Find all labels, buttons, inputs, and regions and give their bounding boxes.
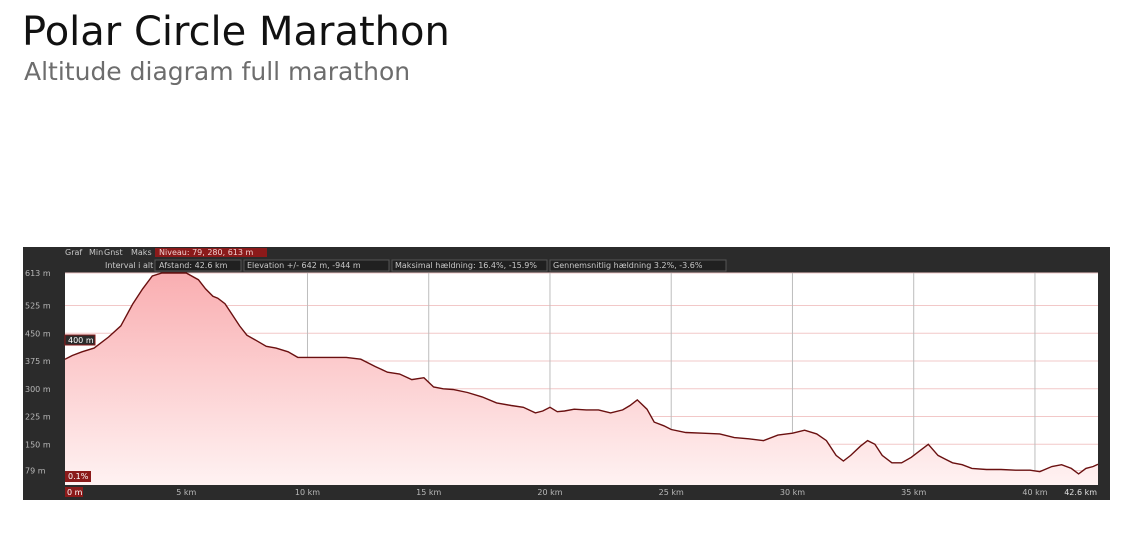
toolbar-min[interactable]: Min — [89, 248, 103, 257]
toolbar: Graf Min Gnst Maks Niveau: 79, 280, 613 … — [65, 248, 727, 272]
start-slope-label: 0.1% — [68, 472, 89, 481]
y-tick-label: 225 m — [25, 413, 51, 422]
toolbar-interval[interactable]: Interval i alt — [105, 261, 153, 270]
toolbar-niveau: Niveau: 79, 280, 613 m — [159, 248, 254, 257]
y-tick-label: 525 m — [25, 302, 51, 311]
toolbar-max-slope: Maksimal hældning: 16.4%, -15.9% — [395, 261, 537, 270]
start-altitude-marker — [64, 334, 96, 346]
y-tick-label: 300 m — [25, 385, 51, 394]
start-altitude-label: 400 m — [68, 336, 94, 345]
x-tick-label: 25 km — [659, 488, 684, 497]
niveau-box — [155, 248, 267, 257]
x-tick-label: 40 km — [1022, 488, 1047, 497]
x-tick-label: 10 km — [295, 488, 320, 497]
x-tick-label: 20 km — [537, 488, 562, 497]
start-distance-marker — [65, 487, 83, 497]
altitude-line — [64, 272, 1099, 475]
x-tick-label: 15 km — [416, 488, 441, 497]
page-subtitle: Altitude diagram full marathon — [24, 57, 411, 86]
toolbar-elevation: Elevation +/- 642 m, -944 m — [247, 261, 361, 270]
page-title: Polar Circle Marathon — [22, 9, 450, 55]
x-tick-label: 42.6 km — [1064, 488, 1097, 497]
toolbar-afstand: Afstand: 42.6 km — [159, 261, 228, 270]
x-axis: 5 km 10 km 15 km 20 km 25 km 30 km 35 km 40 km 4… — [176, 488, 1097, 497]
y-tick-label: 375 m — [25, 357, 51, 366]
start-distance-label: 0 m — [67, 488, 83, 497]
x-tick-label: 35 km — [901, 488, 926, 497]
y-tick-label: 150 m — [25, 440, 51, 449]
toolbar-avg-slope: Gennemsnitlig hældning 3.2%, -3.6% — [553, 261, 703, 270]
y-axis: 613 m 525 m 450 m 375 m 300 m 225 m 150 m 79 m — [25, 269, 51, 476]
altitude-chart: Graf Min Gnst Maks Niveau: 79, 280, 613 … — [23, 247, 1110, 500]
altitude-area — [65, 273, 1098, 485]
elevation-box — [243, 259, 390, 272]
toolbar-maks[interactable]: Maks — [131, 248, 152, 257]
x-tick-label: 5 km — [176, 488, 196, 497]
afstand-box — [154, 259, 242, 272]
toolbar-gnst[interactable]: Gnst — [104, 248, 123, 257]
start-slope-marker — [65, 471, 91, 482]
max-slope-box — [391, 259, 548, 272]
y-tick-label: 79 m — [25, 467, 46, 476]
y-tick-label: 450 m — [25, 329, 51, 338]
y-tick-label: 613 m — [25, 269, 51, 278]
avg-slope-box — [549, 259, 727, 272]
toolbar-graf[interactable]: Graf — [65, 248, 82, 257]
x-tick-label: 30 km — [780, 488, 805, 497]
